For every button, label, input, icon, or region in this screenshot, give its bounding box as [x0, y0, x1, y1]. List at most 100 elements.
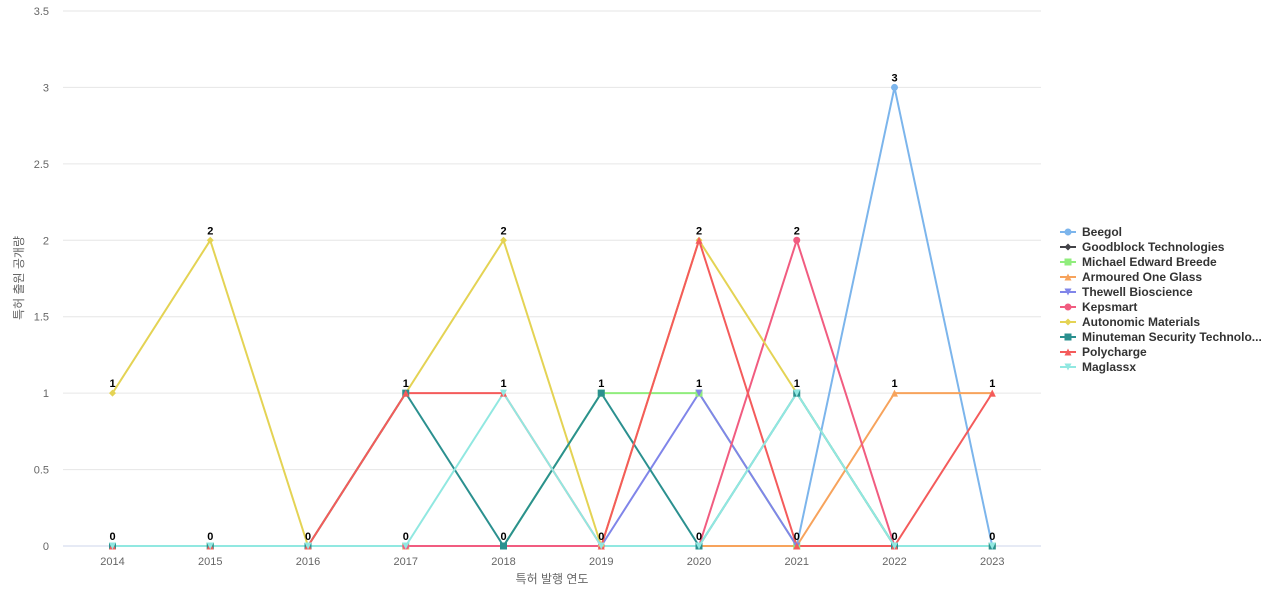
data-label: 1	[500, 378, 506, 390]
data-label: 0	[989, 531, 995, 543]
legend-item[interactable]: Goodblock Technologies	[1060, 239, 1280, 254]
legend-symbol-icon	[1060, 243, 1076, 250]
legend-item[interactable]: Beegol	[1060, 224, 1280, 239]
legend-symbol-icon	[1060, 333, 1076, 340]
data-label: 0	[696, 531, 702, 543]
data-point	[206, 236, 214, 244]
data-point	[500, 236, 507, 244]
data-label: 0	[500, 531, 506, 543]
data-point	[402, 542, 410, 550]
y-tick-label: 3	[43, 82, 49, 94]
legend-symbol-icon	[1060, 273, 1076, 280]
legend-item[interactable]: Maglassx	[1060, 359, 1280, 374]
series-markers	[109, 83, 996, 550]
data-label: 0	[891, 531, 897, 543]
data-point	[891, 83, 898, 91]
x-tick-label: 2018	[491, 556, 515, 568]
data-label: 1	[891, 378, 897, 390]
legend-item[interactable]: Thewell Bioscience	[1060, 284, 1280, 299]
legend-item[interactable]: Kepsmart	[1060, 299, 1280, 314]
data-point	[988, 389, 996, 397]
x-tick-label: 2021	[785, 556, 809, 568]
legend-label: Michael Edward Breede	[1082, 254, 1217, 269]
y-tick-label: 2.5	[34, 159, 49, 171]
data-point	[402, 389, 410, 397]
data-label: 1	[794, 378, 800, 390]
legend-symbol-icon	[1060, 318, 1076, 325]
x-tick-label: 2017	[394, 556, 418, 568]
data-point	[793, 236, 801, 244]
x-tick-label: 2014	[100, 556, 124, 568]
legend-label: Autonomic Materials	[1082, 314, 1201, 329]
x-tick-label: 2023	[980, 556, 1004, 568]
legend-label: Armoured One Glass	[1082, 269, 1203, 284]
data-point	[988, 542, 996, 550]
x-tick-label: 2020	[687, 556, 711, 568]
data-point	[793, 389, 801, 397]
data-label: 2	[500, 225, 506, 237]
data-point	[891, 389, 898, 397]
data-point	[1064, 243, 1072, 250]
data-point	[695, 236, 703, 244]
legend-item[interactable]: Minuteman Security Technolo...	[1060, 329, 1280, 344]
series-line	[112, 392, 993, 547]
legend-symbol-icon	[1060, 228, 1076, 235]
data-point	[1064, 348, 1072, 355]
data-label: 1	[989, 378, 995, 390]
series-lines	[111, 86, 994, 547]
data-label: 2	[207, 225, 213, 237]
legend-label: Thewell Bioscience	[1082, 284, 1193, 299]
data-label: 1	[696, 378, 702, 390]
data-label: 2	[794, 225, 800, 237]
data-label: 0	[794, 531, 800, 543]
data-point	[109, 542, 116, 550]
data-label: 2	[696, 225, 702, 237]
data-point	[1064, 303, 1072, 310]
legend: Beegol Goodblock Technologies Michael Edwa…	[1060, 224, 1280, 374]
data-labels: 1 0 2 0 0 1 0 2 1 0 1 0 2 1 0 2 1 0 3 1 0 1 0	[109, 72, 995, 543]
legend-symbol-icon	[1060, 348, 1076, 355]
data-point	[304, 542, 312, 550]
y-tick-label: 1	[43, 388, 49, 400]
data-label: 0	[305, 531, 311, 543]
y-axis-ticks: 0 0.5 1 1.5 2 2.5 3 3.5	[34, 6, 49, 553]
data-point	[695, 542, 703, 550]
y-tick-label: 0	[43, 541, 49, 553]
legend-label: Goodblock Technologies	[1082, 239, 1225, 254]
legend-item[interactable]: Michael Edward Breede	[1060, 254, 1280, 269]
data-point	[597, 542, 605, 550]
data-label: 1	[109, 378, 115, 390]
data-point	[109, 389, 116, 397]
data-label: 0	[598, 531, 604, 543]
data-label: 1	[403, 378, 409, 390]
data-label: 1	[598, 378, 604, 390]
data-point	[1064, 333, 1072, 340]
legend-symbol-icon	[1060, 258, 1076, 265]
legend-item[interactable]: Polycharge	[1060, 344, 1280, 359]
data-point	[695, 389, 703, 397]
data-label: 0	[109, 531, 115, 543]
legend-symbol-icon	[1060, 303, 1076, 310]
legend-label: Kepsmart	[1082, 299, 1138, 314]
data-label: 3	[891, 72, 897, 84]
legend-label: Maglassx	[1082, 359, 1137, 374]
legend-label: Minuteman Security Technolo...	[1082, 329, 1262, 344]
x-axis-title: 특허 발행 연도	[516, 571, 589, 586]
data-point	[1064, 318, 1072, 325]
legend-item[interactable]: Armoured One Glass	[1060, 269, 1280, 284]
data-point	[500, 542, 507, 550]
data-point	[1064, 363, 1072, 370]
x-tick-label: 2019	[589, 556, 613, 568]
legend-label: Beegol	[1082, 224, 1123, 239]
data-point	[206, 542, 214, 550]
data-point	[1064, 273, 1072, 280]
legend-item[interactable]: Autonomic Materials	[1060, 314, 1280, 329]
legend-symbol-icon	[1060, 363, 1076, 370]
data-point	[891, 542, 898, 550]
x-tick-label: 2016	[296, 556, 320, 568]
data-point	[793, 542, 801, 550]
y-axis-title: 특허 출원 공개량	[12, 236, 26, 320]
y-tick-label: 2	[43, 235, 49, 247]
x-tick-label: 2022	[882, 556, 906, 568]
